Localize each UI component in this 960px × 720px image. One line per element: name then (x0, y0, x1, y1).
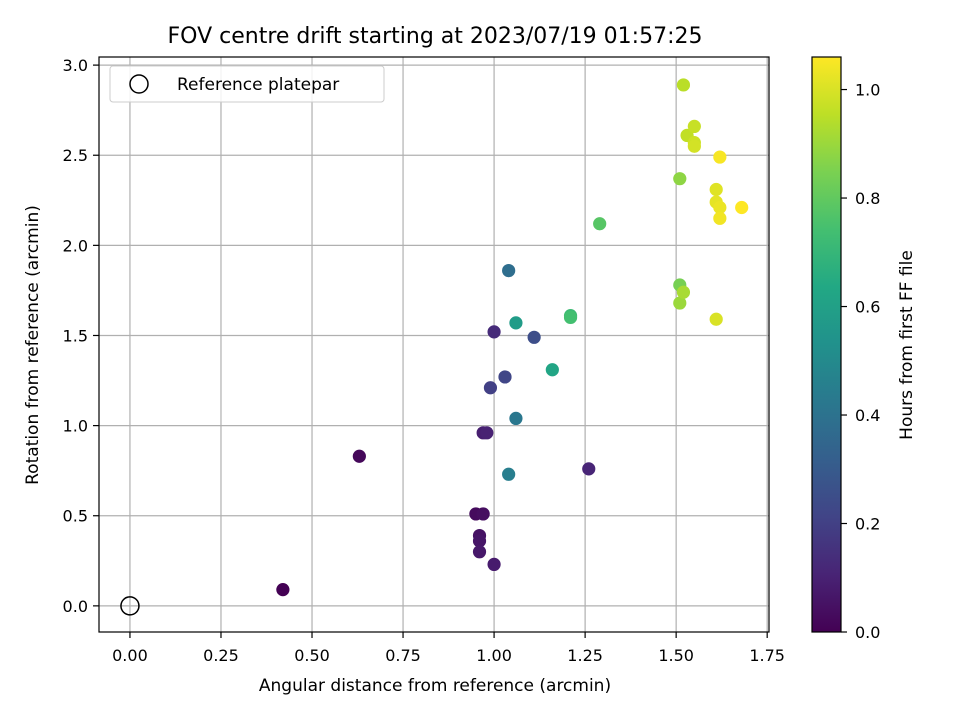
data-point (352, 449, 366, 463)
data-point (563, 310, 578, 325)
y-tick-label: 2.5 (63, 146, 88, 165)
x-tick-label: 0.50 (294, 646, 330, 665)
data-point (276, 583, 290, 597)
data-point (709, 312, 723, 326)
x-axis-ticks: 0.00 0.25 0.50 0.75 1.00 1.25 1.50 1.75 (112, 632, 785, 665)
data-point (687, 139, 701, 153)
data-point (673, 172, 687, 186)
y-tick-label: 1.5 (63, 326, 88, 345)
data-point (676, 285, 691, 299)
data-points (276, 78, 749, 597)
x-tick-label: 0.25 (203, 646, 239, 665)
data-point (676, 78, 691, 92)
data-point (582, 462, 596, 476)
data-point (480, 426, 494, 440)
data-point (476, 507, 490, 521)
data-point (673, 296, 687, 310)
data-point (472, 534, 487, 548)
colorbar-tick-label: 1.0 (855, 81, 880, 100)
colorbar-tick-label: 0.0 (855, 623, 880, 642)
grid (99, 57, 769, 632)
data-point (593, 217, 607, 231)
colorbar: 0.0 0.2 0.4 0.6 0.8 1.0 Hours from first FF f… (811, 56, 917, 642)
legend-label: Reference platepar (177, 75, 339, 95)
data-point (472, 545, 487, 559)
y-axis-ticks: 0.0 0.5 1.0 1.5 2.0 2.5 3.0 (63, 56, 99, 616)
colorbar-label: Hours from first FF file (897, 250, 917, 440)
legend-marker-icon (129, 74, 149, 94)
x-tick-label: 0.75 (385, 646, 421, 665)
data-point (498, 370, 512, 384)
y-axis-label: Rotation from reference (arcmin) (23, 205, 43, 485)
y-tick-label: 0.5 (63, 507, 88, 526)
data-point (509, 316, 523, 330)
data-point (502, 467, 516, 481)
data-point (487, 557, 501, 572)
plot-frame (98, 56, 770, 633)
data-point (509, 411, 523, 426)
legend-box (109, 65, 385, 103)
x-tick-label: 1.75 (749, 646, 785, 665)
data-point (483, 381, 498, 395)
y-tick-label: 2.0 (63, 236, 88, 255)
chart-title: FOV centre drift starting at 2023/07/19 … (168, 24, 703, 49)
data-point (735, 200, 749, 215)
data-point (713, 211, 727, 225)
colorbar-tick-label: 0.4 (855, 406, 880, 425)
data-point (502, 263, 516, 278)
colorbar-gradient (812, 57, 841, 632)
data-point (545, 363, 559, 377)
colorbar-ticks: 0.0 0.2 0.4 0.6 0.8 1.0 (841, 81, 880, 642)
x-tick-label: 0.00 (112, 646, 148, 665)
colorbar-frame (811, 56, 842, 633)
reference-marker-layer (120, 596, 140, 616)
reference-platepar-marker (120, 596, 140, 616)
data-point (713, 150, 727, 164)
data-point (709, 182, 723, 197)
y-tick-label: 0.0 (63, 597, 88, 616)
x-tick-label: 1.00 (476, 646, 512, 665)
data-point (713, 200, 727, 215)
colorbar-tick-label: 0.8 (855, 189, 880, 208)
y-tick-label: 1.0 (63, 417, 88, 436)
y-tick-label: 3.0 (63, 56, 88, 75)
x-axis-label: Angular distance from reference (arcmin) (259, 676, 611, 696)
data-point (527, 330, 541, 344)
data-point (687, 119, 701, 133)
x-tick-label: 1.50 (658, 646, 694, 665)
data-point (487, 325, 501, 339)
legend: Reference platepar (109, 65, 385, 103)
colorbar-tick-label: 0.6 (855, 298, 880, 317)
x-tick-label: 1.25 (567, 646, 603, 665)
colorbar-tick-label: 0.2 (855, 515, 880, 534)
